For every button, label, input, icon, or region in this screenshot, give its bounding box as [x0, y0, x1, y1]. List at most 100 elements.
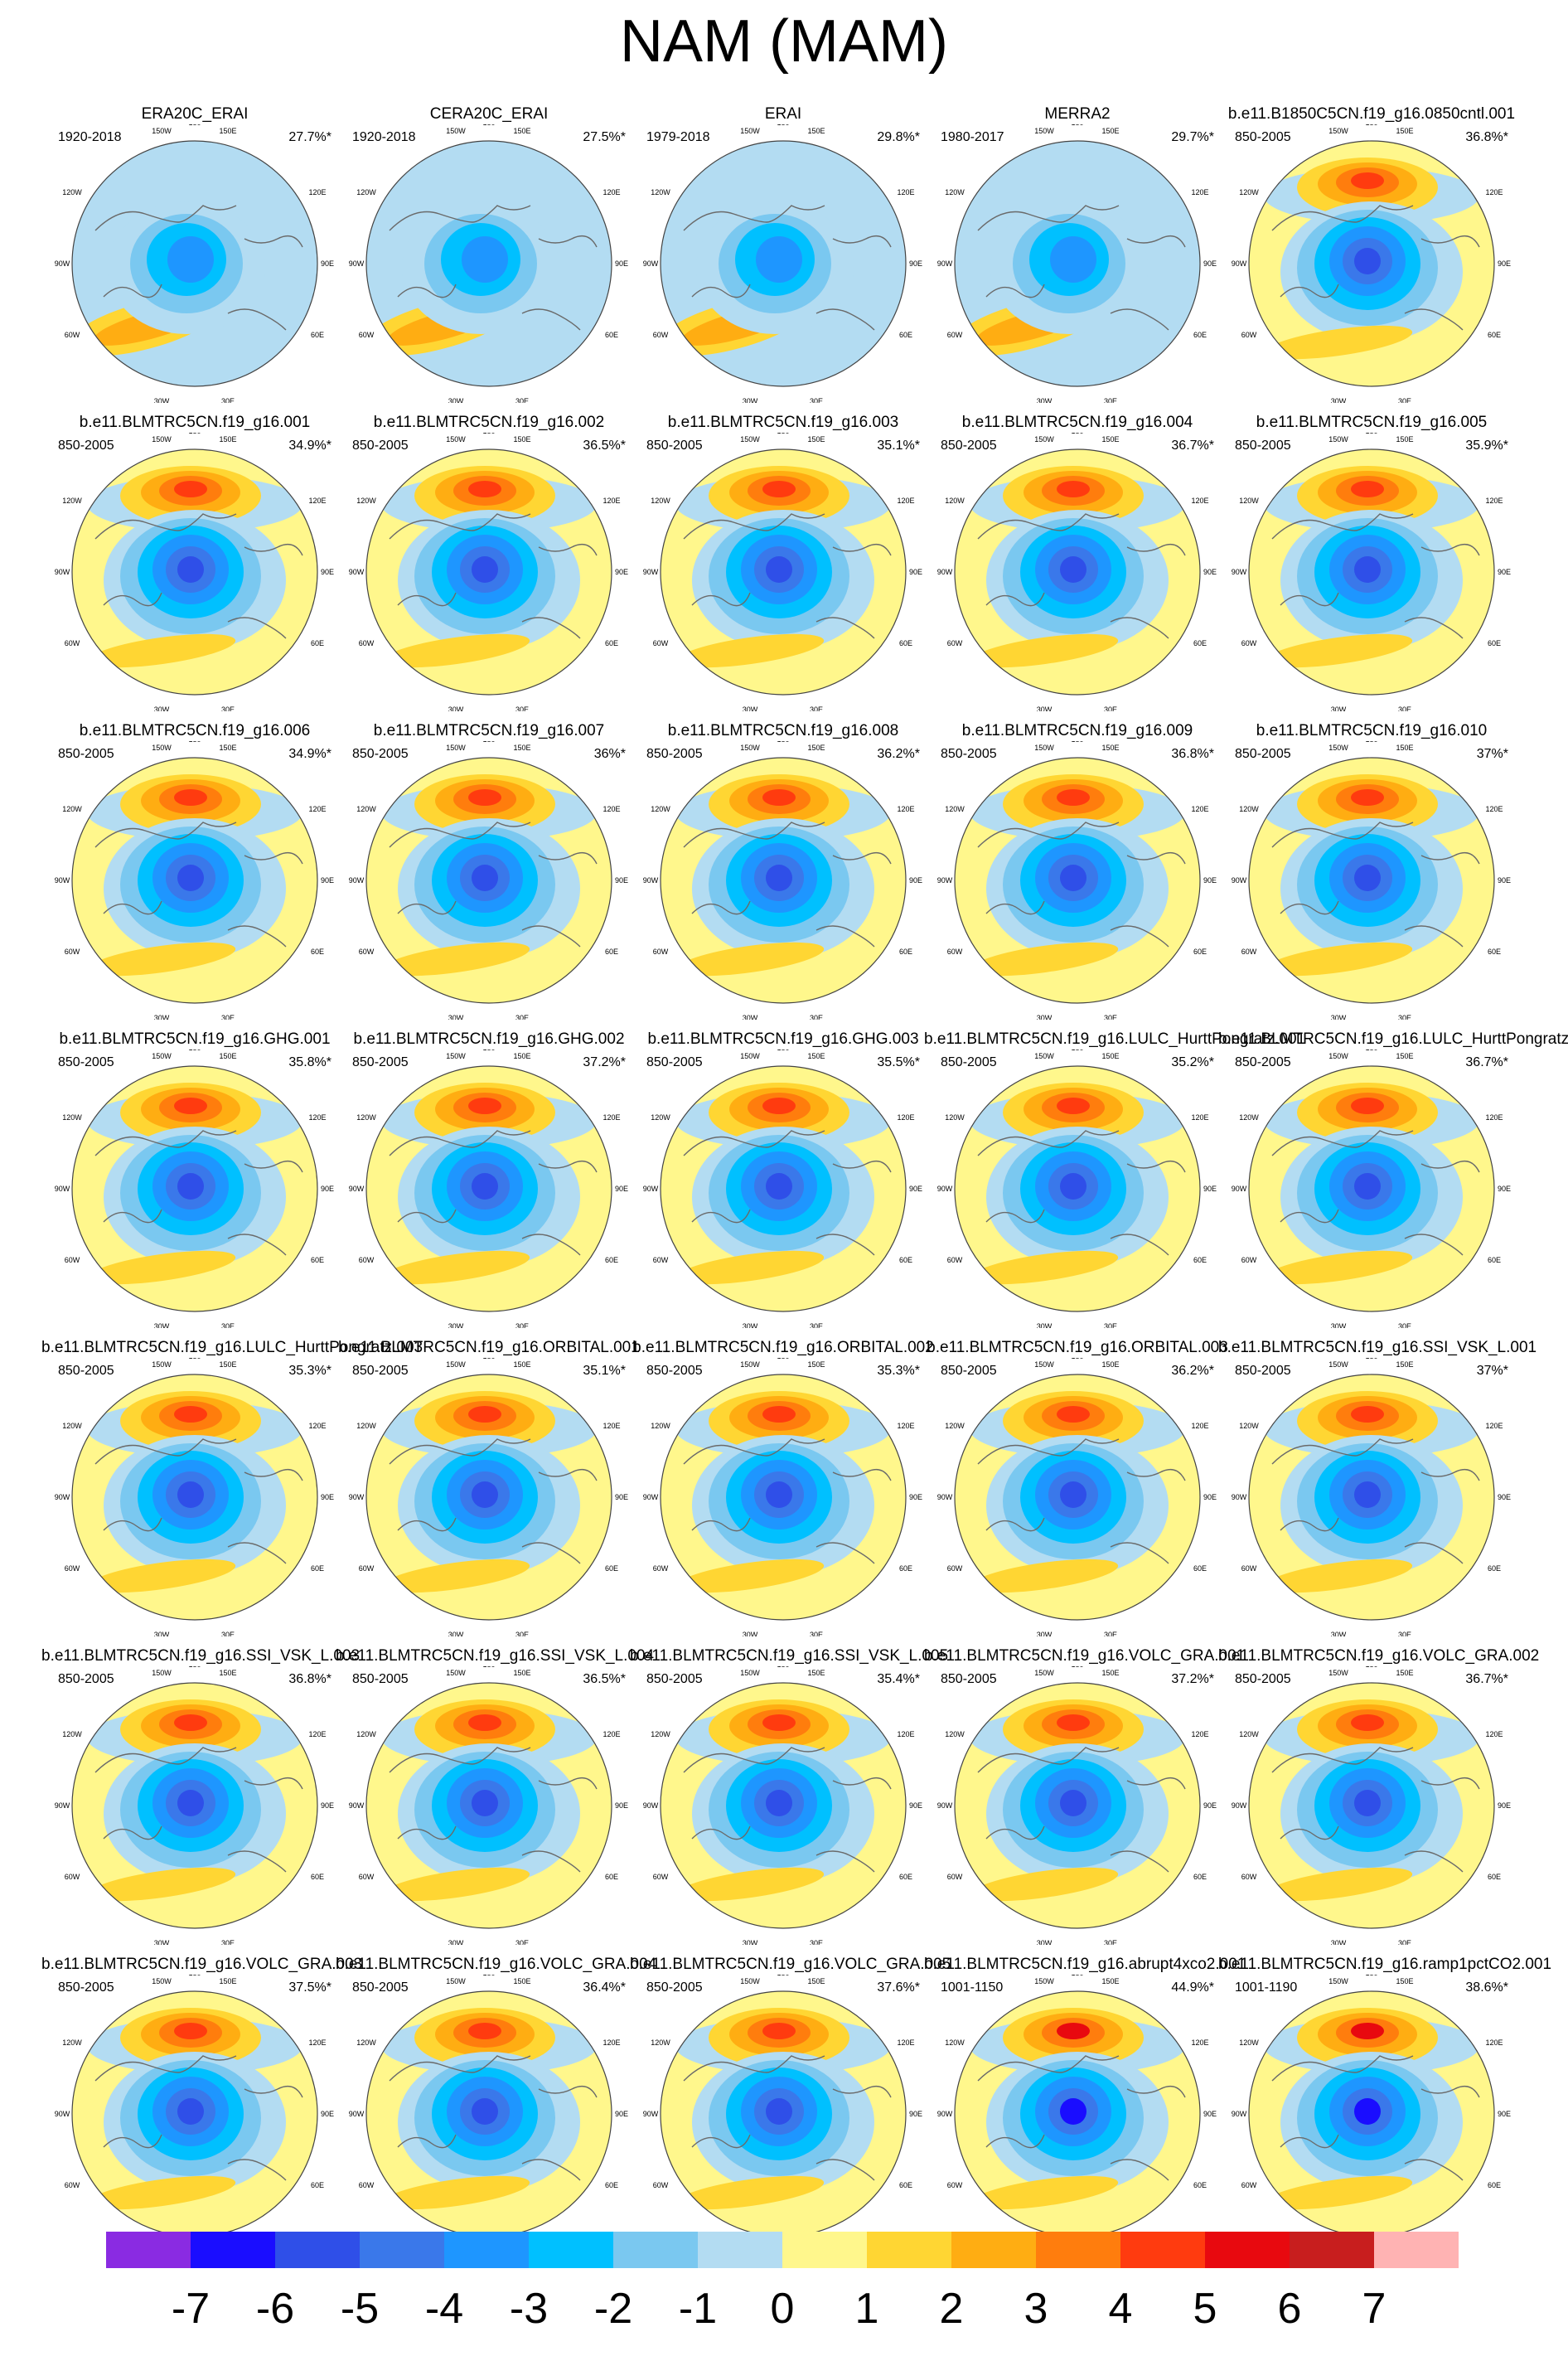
- map-border: [660, 140, 907, 387]
- longitude-label: 120W: [62, 1113, 82, 1122]
- longitude-label: 180: [777, 1050, 789, 1052]
- map-border: [660, 1374, 907, 1621]
- longitude-label: 150E: [807, 127, 825, 135]
- longitude-label: 150E: [219, 1669, 236, 1677]
- map-panel: b.e11.BLMTRC5CN.f19_g16.GHG.002 850-2005 3…: [336, 1030, 642, 1328]
- panel-variance: 27.7%*: [288, 130, 332, 144]
- longitude-label: 90W: [349, 2110, 365, 2118]
- longitude-label: 150W: [152, 1669, 172, 1677]
- longitude-label: 150W: [740, 744, 760, 752]
- longitude-label: 90E: [1498, 568, 1511, 576]
- contour-band: [1264, 1250, 1413, 1285]
- longitude-label: 180: [1365, 1666, 1377, 1669]
- map-border: [1248, 757, 1495, 1004]
- contour-band: [1264, 1559, 1413, 1593]
- contour-band: [1351, 789, 1384, 806]
- longitude-label: 90W: [937, 1185, 953, 1193]
- longitude-label: 60E: [899, 1564, 912, 1573]
- longitude-label: 150W: [152, 127, 172, 135]
- longitude-label: 90E: [909, 876, 922, 885]
- panel-title: b.e11.BLMTRC5CN.f19_g16.VOLC_GRA.004: [336, 1956, 657, 1973]
- panel-title: b.e11.BLMTRC5CN.f19_g16.008: [667, 722, 899, 739]
- longitude-label: 30W: [1037, 397, 1053, 403]
- panel-title: b.e11.BLMTRC5CN.f19_g16.002: [373, 414, 605, 431]
- longitude-label: 60E: [311, 1564, 324, 1573]
- map-panel: b.e11.BLMTRC5CN.f19_g16.VOLC_GRA.005 850-…: [630, 1955, 951, 2253]
- longitude-label: 60W: [359, 1873, 375, 1881]
- contour-band: [167, 236, 214, 283]
- polar-map: 180150W150E120W120E90W90E60W60E30W30E0: [55, 124, 334, 403]
- contour-band: [1060, 1790, 1086, 1816]
- map-border: [71, 140, 318, 387]
- longitude-label: 150W: [1328, 127, 1348, 135]
- polar-map: 180150W150E120W120E90W90E60W60E30W30E0: [643, 1358, 922, 1636]
- longitude-label: 90E: [615, 1493, 628, 1501]
- panel-variance: 35.1%*: [583, 1364, 626, 1378]
- longitude-label: 120E: [897, 805, 914, 813]
- longitude-label: 30E: [515, 1631, 529, 1636]
- map-panel: b.e11.BLMTRC5CN.f19_g16.SSI_VSK_L.005 850…: [630, 1646, 948, 1945]
- colorbar-swatch: [951, 2232, 1036, 2268]
- longitude-label: 120W: [945, 1730, 965, 1738]
- longitude-label: 120W: [651, 1730, 670, 1738]
- contour-band: [468, 1714, 501, 1731]
- polar-map: 180150W150E120W120E90W90E60W60E30W30E0: [937, 124, 1217, 403]
- longitude-label: 30W: [1331, 1322, 1347, 1328]
- polar-map: 180150W150E120W120E90W90E60W60E30W30E0: [55, 433, 334, 711]
- panel-title: b.e11.BLMTRC5CN.f19_g16.SSI_VSK_L.003: [41, 1647, 361, 1665]
- contour-band: [87, 1559, 236, 1593]
- coastline: [1271, 1438, 1480, 1564]
- coastline: [94, 822, 303, 948]
- polar-map: 180150W150E120W120E90W90E60W60E30W30E0: [349, 1050, 628, 1328]
- longitude-label: 150E: [1396, 127, 1413, 135]
- panel-variance: 36.8%*: [1465, 130, 1508, 144]
- contour-band: [472, 865, 498, 891]
- panel-title: b.e11.BLMTRC5CN.f19_g16.007: [373, 722, 605, 739]
- contour-band: [381, 1559, 530, 1593]
- polar-map: 180150W150E120W120E90W90E60W60E30W30E0: [643, 433, 922, 711]
- longitude-label: 180: [1071, 1050, 1083, 1052]
- longitude-label: 90E: [321, 259, 334, 268]
- longitude-label: 30W: [743, 1322, 758, 1328]
- contour-band: [756, 236, 802, 283]
- longitude-label: 60E: [311, 1256, 324, 1264]
- panel-period: 850-2005: [941, 439, 997, 453]
- longitude-label: 120E: [603, 2038, 620, 2047]
- panel-period: 850-2005: [941, 747, 997, 761]
- map-border: [1248, 448, 1495, 696]
- contour-band: [970, 1250, 1119, 1285]
- map-panel: b.e11.BLMTRC5CN.f19_g16.LULC_HurttPongra…: [1218, 1030, 1568, 1328]
- longitude-label: 90W: [1232, 1801, 1247, 1810]
- longitude-label: 120W: [945, 805, 965, 813]
- longitude-label: 90E: [615, 876, 628, 885]
- panel-title: ERAI: [764, 105, 802, 123]
- longitude-label: 120W: [356, 1422, 376, 1430]
- longitude-label: 150W: [740, 1052, 760, 1060]
- map-border: [365, 1374, 612, 1621]
- panel-period: 850-2005: [352, 439, 409, 453]
- longitude-label: 120E: [308, 497, 326, 505]
- panel-variance: 36.7%*: [1465, 1672, 1508, 1686]
- longitude-label: 150E: [513, 1360, 530, 1369]
- panel-title: b.e11.BLMTRC5CN.f19_g16.GHG.002: [353, 1030, 625, 1048]
- longitude-label: 60W: [1241, 1873, 1257, 1881]
- contour-band: [87, 1250, 236, 1285]
- longitude-label: 180: [188, 1358, 201, 1360]
- polar-map: 180150W150E120W120E90W90E60W60E30W30E0: [1232, 1975, 1511, 2253]
- map-panel: b.e11.BLMTRC5CN.f19_g16.006 850-2005 34.9%…: [41, 721, 348, 1020]
- longitude-label: 30E: [1398, 1014, 1411, 1020]
- map-border: [1248, 1682, 1495, 1929]
- longitude-label: 150W: [446, 127, 466, 135]
- coastline: [1271, 2055, 1480, 2181]
- colorbar-swatch: [1374, 2232, 1459, 2268]
- panel-period: 850-2005: [58, 747, 114, 761]
- longitude-label: 120E: [1191, 188, 1208, 196]
- longitude-label: 30W: [154, 1631, 170, 1636]
- longitude-label: 30W: [154, 705, 170, 711]
- longitude-label: 180: [1071, 124, 1083, 127]
- longitude-label: 30E: [810, 1631, 823, 1636]
- map-border: [954, 140, 1201, 387]
- colorbar-tick-label: 0: [771, 2285, 795, 2333]
- polar-map: 180150W150E120W120E90W90E60W60E30W30E0: [937, 1975, 1217, 2253]
- colorbar-tick-label: 1: [855, 2285, 879, 2333]
